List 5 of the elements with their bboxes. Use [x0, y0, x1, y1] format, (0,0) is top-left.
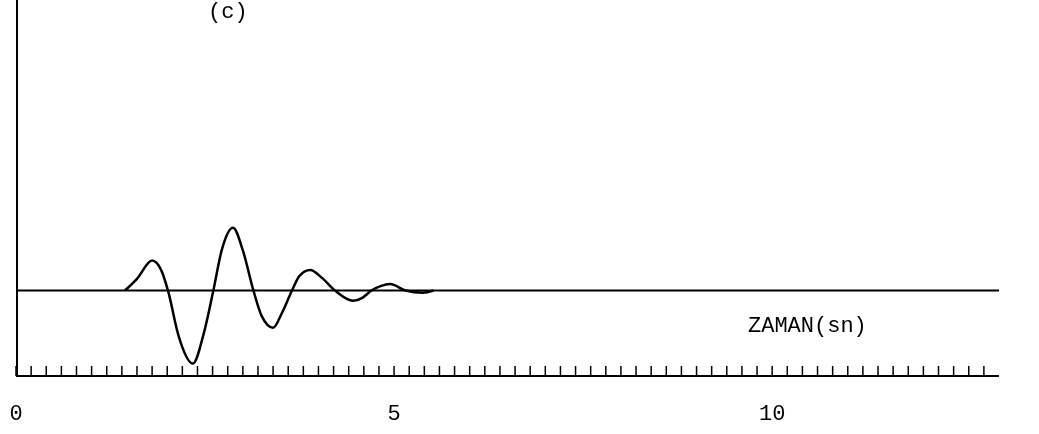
x-tick-label: 10 — [758, 402, 786, 427]
x-axis-title: ZAMAN(sn) — [748, 314, 867, 339]
x-tick-label: 5 — [387, 402, 401, 427]
text: (c) — [208, 0, 248, 25]
x-tick-label: 0 — [9, 402, 23, 427]
